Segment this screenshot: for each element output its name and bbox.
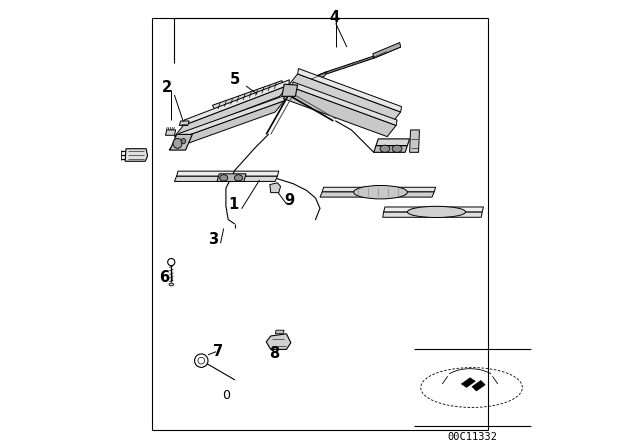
Polygon shape xyxy=(282,84,298,96)
Ellipse shape xyxy=(392,145,402,152)
Polygon shape xyxy=(292,82,397,125)
Text: 9: 9 xyxy=(284,193,294,208)
Ellipse shape xyxy=(354,185,408,199)
Text: 8: 8 xyxy=(269,346,280,362)
Ellipse shape xyxy=(220,175,228,181)
Ellipse shape xyxy=(173,138,182,148)
Polygon shape xyxy=(291,83,300,94)
Text: 3: 3 xyxy=(208,232,218,247)
Text: 2: 2 xyxy=(163,80,172,95)
Polygon shape xyxy=(472,380,485,391)
Polygon shape xyxy=(383,212,482,217)
Polygon shape xyxy=(373,43,401,58)
Polygon shape xyxy=(323,187,436,192)
Polygon shape xyxy=(461,378,476,388)
Text: 0: 0 xyxy=(222,389,230,402)
Polygon shape xyxy=(125,149,148,161)
Ellipse shape xyxy=(181,138,186,144)
Ellipse shape xyxy=(380,145,390,152)
Polygon shape xyxy=(410,130,419,152)
Polygon shape xyxy=(217,174,246,181)
Text: 4: 4 xyxy=(329,9,339,25)
Ellipse shape xyxy=(408,206,466,218)
Polygon shape xyxy=(298,72,327,87)
Polygon shape xyxy=(300,47,401,83)
Polygon shape xyxy=(179,121,189,125)
Polygon shape xyxy=(178,95,285,139)
Ellipse shape xyxy=(169,283,173,286)
Polygon shape xyxy=(289,74,401,123)
Polygon shape xyxy=(174,176,278,181)
Polygon shape xyxy=(270,183,280,193)
Polygon shape xyxy=(184,80,289,125)
Polygon shape xyxy=(376,139,410,146)
Polygon shape xyxy=(174,85,289,137)
Polygon shape xyxy=(320,192,435,197)
Text: 5: 5 xyxy=(230,72,240,87)
Polygon shape xyxy=(383,207,484,212)
Text: 6: 6 xyxy=(159,270,170,285)
Polygon shape xyxy=(284,87,396,137)
Polygon shape xyxy=(266,334,291,349)
Text: 1: 1 xyxy=(228,197,239,212)
Polygon shape xyxy=(169,101,284,150)
Text: 7: 7 xyxy=(213,344,223,359)
Polygon shape xyxy=(177,171,279,176)
Polygon shape xyxy=(170,134,192,150)
Text: 00C11332: 00C11332 xyxy=(447,432,497,442)
Polygon shape xyxy=(275,330,284,334)
Ellipse shape xyxy=(234,175,243,181)
Polygon shape xyxy=(212,81,284,110)
Polygon shape xyxy=(374,146,407,152)
Polygon shape xyxy=(298,69,401,112)
Polygon shape xyxy=(165,130,176,135)
Ellipse shape xyxy=(168,258,175,266)
